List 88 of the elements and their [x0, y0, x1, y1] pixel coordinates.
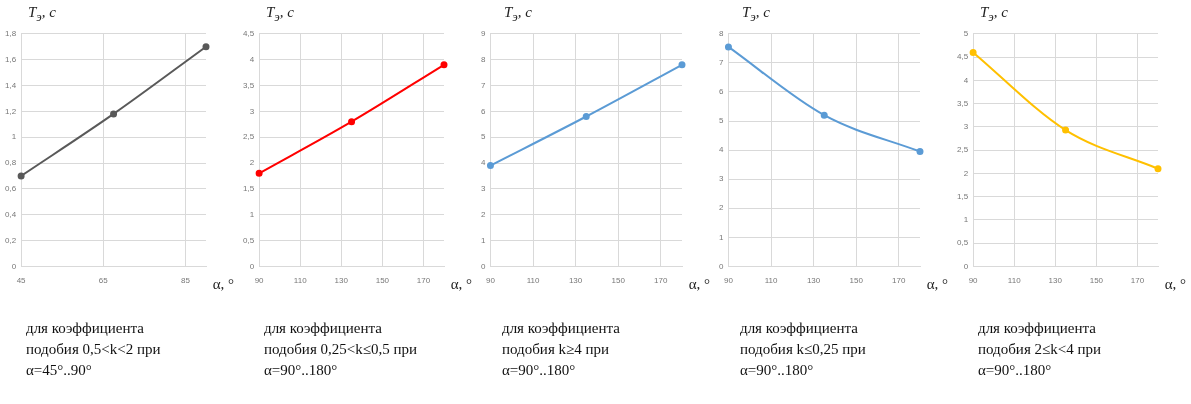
- x-tick-label: 130: [806, 276, 821, 286]
- y-tick-label: 2: [963, 168, 969, 178]
- y-tick-label: 7: [719, 58, 724, 68]
- y-tick-label: 2: [249, 158, 255, 168]
- y-tick-label: 1,4: [5, 80, 17, 90]
- y-tick-label: 6: [719, 87, 724, 97]
- y-tick-label: 2: [481, 209, 486, 219]
- y-tick-label: 0: [963, 261, 969, 271]
- y-tick-label: 8: [719, 29, 724, 38]
- x-axis-title: α, °: [450, 276, 472, 293]
- x-tick-label: 110: [293, 276, 308, 286]
- y-tick-label: 0,5: [243, 235, 255, 245]
- y-tick-label: 0: [249, 261, 255, 271]
- x-tick-label: 170: [416, 276, 431, 286]
- x-tick-label: 90: [968, 276, 979, 286]
- y-tick-label: 9: [481, 29, 486, 38]
- x-tick-label: 170: [654, 276, 668, 286]
- x-tick-label: 45: [16, 276, 27, 286]
- y-axis-title: T$_{э}$, с: [266, 4, 295, 25]
- y-tick-label: 2: [719, 203, 724, 213]
- y-tick-label: 1,5: [957, 191, 969, 201]
- x-tick-label: 90: [724, 276, 734, 286]
- y-tick-label: 0: [719, 261, 724, 271]
- x-tick-label: 150: [849, 276, 864, 286]
- y-tick-label: 1: [481, 235, 486, 245]
- y-tick-label: 1,8: [5, 29, 17, 38]
- y-tick-label: 0: [11, 261, 17, 271]
- y-axis-title: T$_{э}$, с: [742, 4, 771, 25]
- text: для коэффициента подобия k≥4 при α=90°..180°: [502, 319, 621, 380]
- y-tick-label: 3,5: [957, 98, 969, 108]
- y-tick-label: 1: [249, 209, 255, 219]
- y-tick-label: 3: [719, 174, 724, 184]
- y-tick-label: 0,4: [5, 209, 17, 219]
- x-axis-title: α, °: [926, 276, 948, 293]
- y-axis-title: T$_{э}$, с: [504, 4, 533, 25]
- x-tick-label: 130: [568, 276, 583, 286]
- x-axis-title: α, °: [1164, 276, 1186, 293]
- x-tick-label: 110: [526, 276, 540, 286]
- y-tick-label: 4: [963, 75, 969, 85]
- text: для коэффициента подобия 0,5<k<2 при α=45°..90°: [26, 319, 162, 380]
- y-tick-label: 1: [11, 132, 17, 142]
- y-tick-label: 0: [481, 261, 486, 271]
- x-tick-label: 150: [375, 276, 390, 286]
- y-tick-label: 7: [481, 80, 486, 90]
- x-tick-label: 170: [892, 276, 906, 286]
- x-tick-label: 110: [1007, 276, 1022, 286]
- y-tick-label: 0,6: [5, 184, 17, 194]
- text: для коэффициента подобия k≤0,25 при α=90°..180°: [740, 319, 867, 380]
- y-axis-title: T$_{э}$, с: [980, 4, 1009, 25]
- x-tick-label: 85: [181, 276, 191, 286]
- text: для коэффициента подобия 2≤k<4 при α=90°..180°: [978, 319, 1103, 380]
- y-tick-label: 1: [719, 232, 724, 242]
- y-tick-label: 3: [963, 122, 969, 132]
- text: для коэффициента подобия 0,25<k≤0,5 при α=90°..180°: [264, 319, 419, 380]
- y-axis-title: T$_{э}$, с: [28, 4, 57, 25]
- y-tick-label: 0,5: [957, 238, 969, 248]
- x-tick-label: 90: [486, 276, 496, 286]
- y-tick-label: 1,5: [243, 184, 255, 194]
- y-tick-label: 1,2: [5, 106, 17, 116]
- y-tick-label: 3: [249, 106, 255, 116]
- y-tick-label: 5: [719, 116, 724, 126]
- y-tick-label: 5: [481, 132, 486, 142]
- y-tick-label: 1,6: [5, 54, 17, 64]
- y-tick-label: 0,8: [5, 158, 17, 168]
- y-tick-label: 4: [481, 158, 486, 168]
- y-tick-label: 0,2: [5, 235, 17, 245]
- y-tick-label: 4: [719, 145, 724, 155]
- y-tick-label: 5: [963, 29, 969, 38]
- y-tick-label: 4,5: [243, 29, 255, 38]
- x-tick-label: 110: [764, 276, 778, 286]
- y-tick-label: 2,5: [957, 145, 969, 155]
- x-tick-label: 130: [334, 276, 349, 286]
- y-tick-label: 3,5: [243, 80, 255, 90]
- x-tick-label: 170: [1130, 276, 1145, 286]
- y-tick-label: 2,5: [243, 132, 255, 142]
- y-tick-label: 4,5: [957, 52, 969, 62]
- y-tick-label: 3: [481, 184, 486, 194]
- x-axis-title: α, °: [688, 276, 710, 293]
- x-tick-label: 90: [254, 276, 265, 286]
- x-tick-label: 150: [611, 276, 626, 286]
- x-tick-label: 130: [1048, 276, 1063, 286]
- y-tick-label: 4: [249, 54, 255, 64]
- y-tick-label: 1: [963, 215, 969, 225]
- x-tick-label: 65: [98, 276, 109, 286]
- x-tick-label: 150: [1089, 276, 1104, 286]
- y-tick-label: 8: [481, 54, 486, 64]
- x-axis-title: α, °: [212, 276, 234, 293]
- y-tick-label: 6: [481, 106, 486, 116]
